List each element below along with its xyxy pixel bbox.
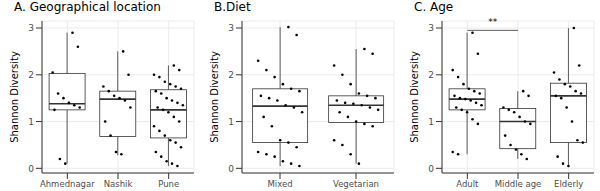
svg-text:Mixed: Mixed xyxy=(267,179,292,189)
svg-text:Shannon Diversity: Shannon Diversity xyxy=(9,51,20,143)
svg-text:3: 3 xyxy=(428,23,434,33)
svg-text:1: 1 xyxy=(228,117,234,127)
svg-text:0: 0 xyxy=(428,164,434,174)
svg-text:Ahmednagar: Ahmednagar xyxy=(40,179,95,189)
svg-text:Adult: Adult xyxy=(456,179,479,189)
svg-text:2: 2 xyxy=(228,70,234,80)
html-text:B.Diet: B.Diet xyxy=(214,0,251,14)
svg-text:1: 1 xyxy=(28,117,34,127)
svg-text:1: 1 xyxy=(428,117,434,127)
svg-text:3: 3 xyxy=(228,23,234,33)
svg-text:2: 2 xyxy=(428,70,434,80)
svg-text:0: 0 xyxy=(228,164,234,174)
html-text:C. Age: C. Age xyxy=(414,0,454,14)
svg-text:3: 3 xyxy=(28,23,34,33)
svg-text:**: ** xyxy=(488,17,498,27)
svg-text:0: 0 xyxy=(28,164,34,174)
svg-text:Middle age: Middle age xyxy=(495,179,542,189)
svg-text:Shannon Diversity: Shannon Diversity xyxy=(209,51,220,143)
svg-text:2: 2 xyxy=(28,70,34,80)
svg-text:Elderly: Elderly xyxy=(554,179,583,189)
html-text:A. Geographical location: A. Geographical location xyxy=(14,0,161,14)
svg-text:Nashik: Nashik xyxy=(104,179,133,189)
svg-text:Vegetarian: Vegetarian xyxy=(333,179,379,189)
svg-text:Shannon Diversity: Shannon Diversity xyxy=(409,51,420,143)
svg-text:Pune: Pune xyxy=(158,179,179,189)
